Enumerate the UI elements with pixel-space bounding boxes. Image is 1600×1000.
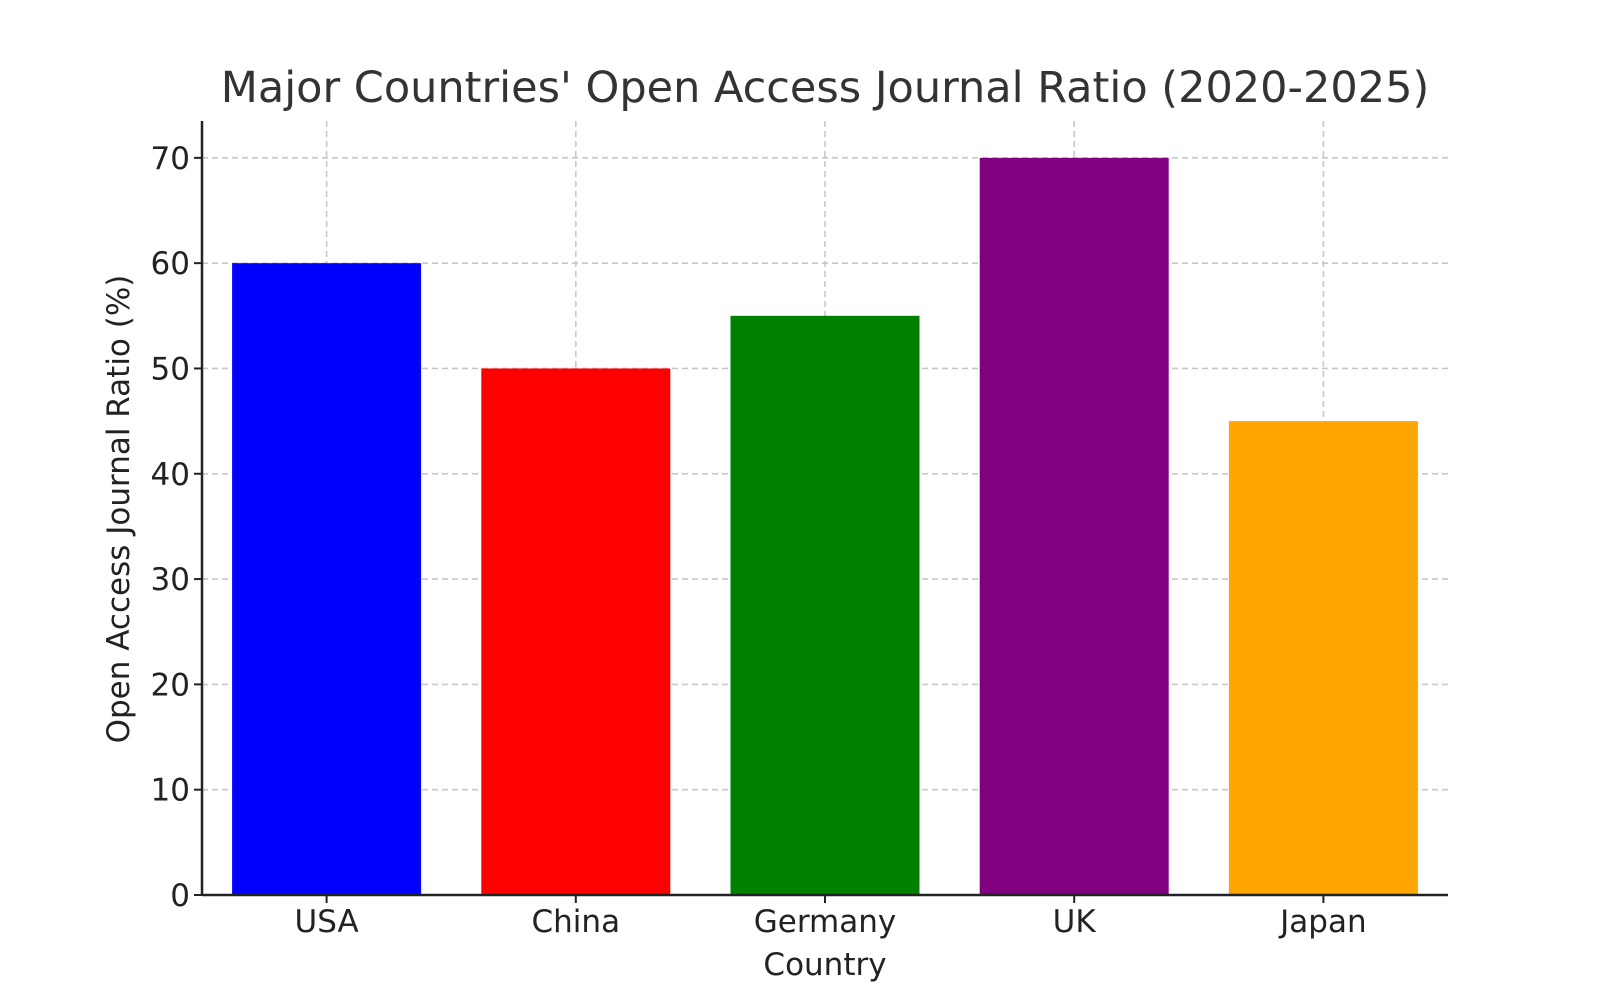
y-tick-label: 70 [151, 141, 190, 177]
y-tick-label: 30 [151, 562, 190, 598]
tick-labels: 0 10 20 30 40 50 60 70 USA China Germany UK Japan [151, 141, 1367, 940]
y-tick-label: 0 [170, 878, 190, 914]
x-tick-label: USA [295, 904, 359, 940]
y-tick-label: 10 [151, 773, 190, 809]
x-tick-label: UK [1053, 904, 1097, 940]
bar-japan [1228, 421, 1418, 895]
chart-title: Major Countries' Open Access Journal Rat… [221, 63, 1430, 113]
x-axis-label: Country [763, 947, 886, 983]
bars [232, 157, 1418, 896]
bar-uk [979, 157, 1169, 895]
bar-germany [730, 315, 920, 896]
y-tick-label: 50 [151, 351, 190, 387]
y-axis-label: Open Access Journal Ratio (%) [101, 275, 137, 744]
x-tick-label: Germany [754, 904, 896, 940]
y-tick-label: 60 [151, 246, 190, 282]
axes [194, 121, 1448, 903]
x-tick-label: Japan [1278, 904, 1366, 940]
y-tick-label: 40 [151, 457, 190, 493]
x-tick-label: China [532, 904, 621, 940]
bar-china [481, 368, 671, 896]
y-tick-label: 20 [151, 667, 190, 703]
bar-usa [232, 263, 422, 895]
